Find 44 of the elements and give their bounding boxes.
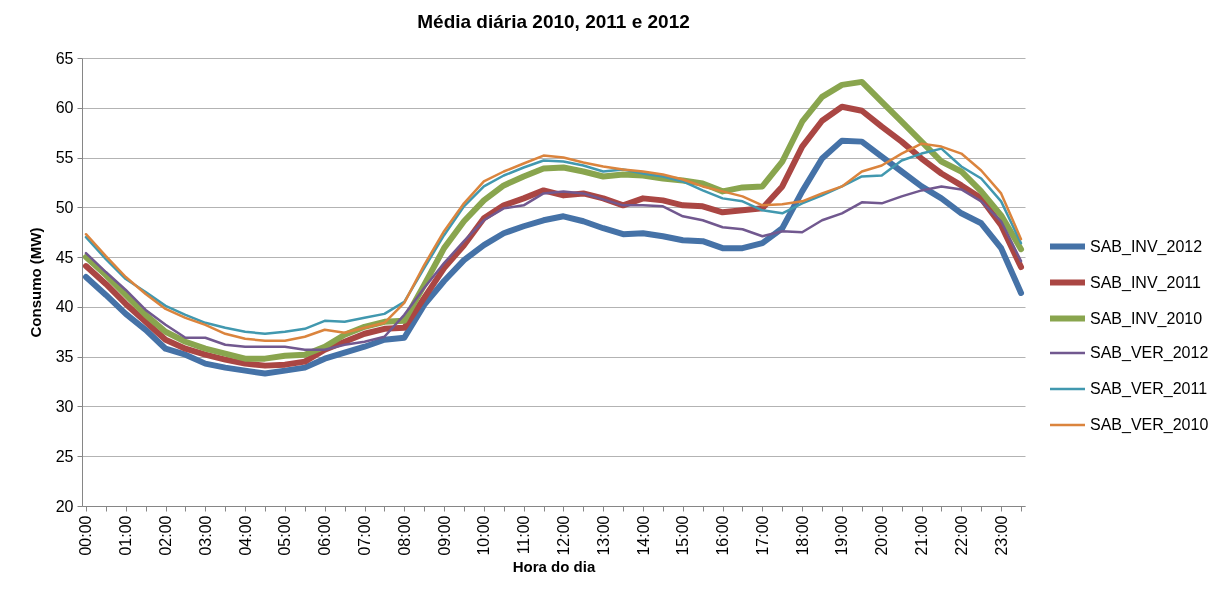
x-tick-label: 03:00	[196, 515, 214, 556]
x-tick-label: 16:00	[714, 515, 732, 556]
x-tick-label: 05:00	[276, 515, 294, 556]
y-tick-label: 20	[55, 497, 74, 515]
y-tick-label: 60	[55, 99, 74, 117]
y-tick-label: 30	[55, 397, 74, 415]
x-tick-label: 10:00	[475, 515, 493, 556]
line-series	[84, 185, 1023, 351]
x-tick-label: 12:00	[554, 515, 572, 556]
x-tick-label: 21:00	[913, 515, 931, 556]
legend-label: SAB_INV_2011	[1090, 273, 1201, 292]
x-tick-label: 15:00	[674, 515, 692, 556]
legend-label: SAB_VER_2011	[1090, 380, 1208, 398]
x-tick-label: 04:00	[236, 515, 254, 556]
y-axis-title: Consumo (MW)	[26, 227, 44, 338]
chart-title: Média diária 2010, 2011 e 2012	[417, 11, 690, 32]
x-tick-label: 08:00	[395, 515, 413, 556]
y-tick-label: 55	[55, 149, 74, 167]
x-tick-label: 11:00	[515, 515, 533, 555]
x-tick-label: 18:00	[793, 515, 811, 556]
legend-label: SAB_INV_2012	[1090, 237, 1203, 256]
x-tick-label: 06:00	[316, 515, 334, 556]
y-tick-label: 65	[55, 49, 74, 67]
legend-label: SAB_VER_2012	[1090, 344, 1209, 362]
y-tick-label: 35	[55, 348, 74, 366]
x-tick-label: 22:00	[952, 515, 970, 556]
x-axis-title: Hora do dia	[512, 557, 596, 575]
y-tick-label: 25	[55, 447, 74, 465]
x-tick-label: 23:00	[992, 515, 1010, 556]
x-tick-label: 00:00	[77, 515, 95, 556]
y-tick-label: 50	[55, 198, 74, 216]
x-tick-label: 01:00	[117, 515, 135, 556]
x-tick-label: 07:00	[356, 515, 373, 556]
y-tick-label: 40	[55, 298, 74, 316]
x-tick-label: 17:00	[753, 515, 771, 556]
x-tick-label: 09:00	[435, 515, 453, 556]
legend-label: SAB_VER_2010	[1090, 416, 1209, 434]
x-tick-label: 14:00	[634, 515, 652, 556]
legend-label: SAB_INV_2010	[1090, 309, 1203, 328]
x-tick-label: 19:00	[833, 515, 851, 556]
x-tick-label: 20:00	[873, 515, 891, 556]
x-tick-label: 13:00	[594, 515, 612, 556]
y-tick-label: 45	[55, 248, 74, 266]
x-tick-label: 02:00	[157, 515, 175, 556]
